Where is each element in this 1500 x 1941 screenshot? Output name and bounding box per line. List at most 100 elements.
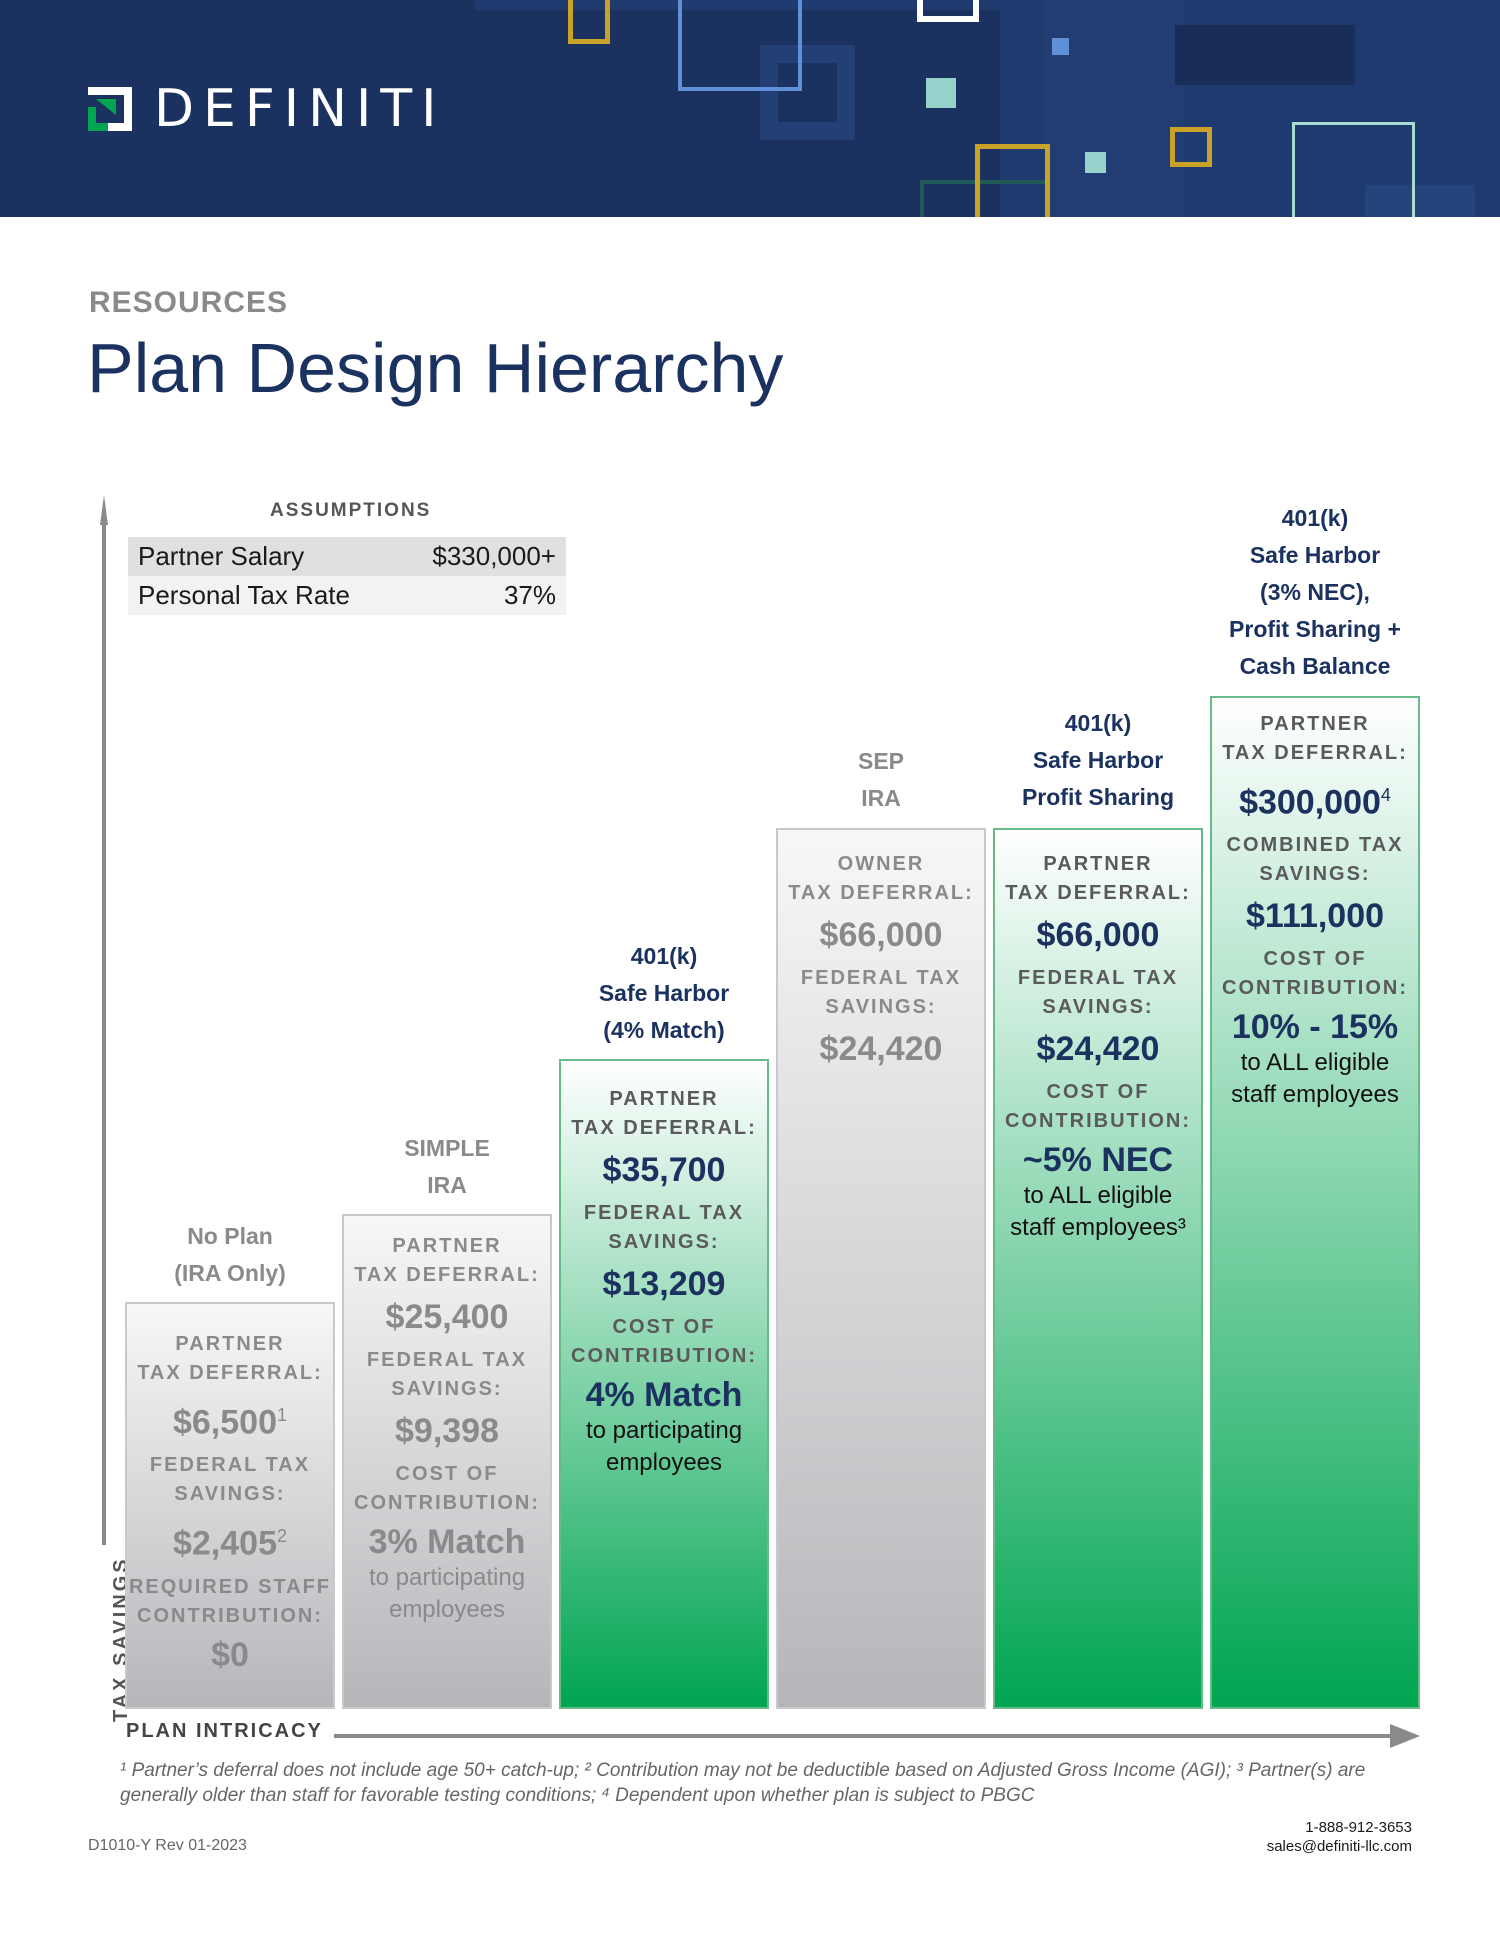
- cost-value: 3% Match: [368, 1523, 526, 1561]
- plan-heading-line: Safe Harbor: [1032, 747, 1164, 773]
- plan-heading-line: 401(k): [1281, 505, 1349, 531]
- plan-heading-line: Profit Sharing +: [1229, 616, 1401, 642]
- plan-heading-line: (3% NEC),: [1260, 579, 1370, 605]
- cost-note: to participating: [585, 1417, 743, 1444]
- plan-heading-line: IRA: [861, 785, 901, 811]
- cost-label: CONTRIBUTION:: [1222, 977, 1408, 1000]
- assumption-row: Partner Salary $330,000+: [128, 537, 566, 576]
- page-title: Plan Design Hierarchy: [87, 329, 784, 407]
- plan-heading-line: (IRA Only): [174, 1260, 286, 1286]
- deferral-value: $300,000: [1239, 783, 1381, 822]
- deferral-amount: $35,700: [561, 1149, 767, 1191]
- plan-heading: 401(k) Safe Harbor Profit Sharing: [993, 705, 1203, 816]
- document-id: D1010-Y Rev 01-2023: [88, 1837, 247, 1854]
- plan-column-content: PARTNER TAX DEFERRAL: $66,000 FEDERAL TAX SA…: [995, 850, 1201, 1244]
- deferral-amount: $66,000: [778, 914, 984, 956]
- contact-info: 1-888-912-3653 sales@definiti-llc.com: [1267, 1818, 1412, 1856]
- decor-dot-teal: [1085, 152, 1106, 173]
- assumptions-table: Partner Salary $330,000+ Personal Tax Ra…: [128, 537, 566, 615]
- savings-label: FEDERAL TAX: [583, 1202, 745, 1224]
- cost-note: staff employees: [1231, 1081, 1399, 1109]
- savings-label: SAVINGS:: [1042, 996, 1154, 1018]
- plan-column-content: PARTNER TAX DEFERRAL: $6,5001 FEDERAL TAX SA…: [127, 1330, 333, 1675]
- plan-heading: 401(k) Safe Harbor (3% NEC), Profit Sharing…: [1210, 500, 1420, 685]
- decor-block: [1045, 0, 1185, 217]
- decor-square-gold: [975, 144, 1050, 217]
- savings-value: $111,000: [1245, 897, 1385, 936]
- cost-label: COST OF: [395, 1463, 499, 1485]
- plan-heading: 401(k) Safe Harbor (4% Match): [559, 938, 769, 1049]
- savings-label: SAVINGS:: [608, 1231, 720, 1253]
- deferral-label: TAX DEFERRAL:: [571, 1117, 757, 1139]
- footnote-marker: 4: [1380, 785, 1391, 805]
- deferral-amount: $300,0004: [1212, 774, 1418, 823]
- deferral-amount: $66,000: [995, 914, 1201, 956]
- plan-heading: No Plan (IRA Only): [125, 1218, 335, 1292]
- plan-heading-line: IRA: [427, 1172, 467, 1198]
- plan-column-content: PARTNER TAX DEFERRAL: $300,0004 COMBINED TA…: [1212, 710, 1418, 1111]
- deferral-label: TAX DEFERRAL:: [1222, 742, 1408, 764]
- savings-label: COMBINED TAX: [1226, 834, 1404, 857]
- cost-note: to ALL eligible: [1240, 1049, 1390, 1077]
- cost-label: CONTRIBUTION:: [354, 1492, 540, 1514]
- plan-column-content: PARTNER TAX DEFERRAL: $25,400 FEDERAL TAX SA…: [344, 1232, 550, 1626]
- savings-value: $13,209: [602, 1265, 726, 1303]
- decor-square: [760, 45, 855, 140]
- plan-heading-line: Cash Balance: [1239, 653, 1391, 679]
- plan-heading-line: Profit Sharing: [1021, 784, 1175, 810]
- deferral-label: PARTNER: [1260, 713, 1370, 735]
- savings-value: $2,405: [172, 1524, 277, 1563]
- cost-label: COST OF: [1263, 948, 1367, 971]
- assumptions-heading: ASSUMPTIONS: [270, 500, 432, 521]
- cost-label: COST OF: [1046, 1081, 1150, 1103]
- decor-square-gold: [1170, 127, 1212, 167]
- footnote-marker: 1: [276, 1405, 287, 1425]
- deferral-value: $66,000: [1036, 916, 1160, 954]
- deferral-label: TAX DEFERRAL:: [354, 1264, 540, 1286]
- decor-dot-blue: [1052, 38, 1069, 55]
- decor-square-white: [917, 0, 979, 22]
- plan-heading-line: (4% Match): [603, 1017, 725, 1043]
- section-eyebrow: RESOURCES: [89, 286, 289, 319]
- savings-label: SAVINGS:: [174, 1483, 286, 1506]
- decor-band: [475, 0, 1015, 10]
- deferral-value: $25,400: [385, 1298, 509, 1336]
- savings-label: SAVINGS:: [825, 996, 937, 1018]
- savings-label: SAVINGS:: [1259, 863, 1371, 886]
- contact-email: sales@definiti-llc.com: [1266, 1838, 1412, 1855]
- cost-label: COST OF: [612, 1316, 716, 1338]
- deferral-value: $6,500: [172, 1403, 277, 1442]
- plan-heading: SEP IRA: [776, 743, 986, 817]
- assumption-label: Personal Tax Rate: [138, 580, 350, 610]
- savings-label: SAVINGS:: [391, 1378, 503, 1400]
- savings-amount: $24,420: [995, 1028, 1201, 1070]
- cost-note: to ALL eligible: [1023, 1182, 1173, 1209]
- plan-heading-line: Safe Harbor: [1249, 542, 1381, 568]
- x-axis-arrow-icon: [334, 1724, 1420, 1748]
- cost-note: employees: [388, 1596, 506, 1623]
- plan-heading-line: No Plan: [187, 1223, 273, 1249]
- deferral-label: PARTNER: [175, 1333, 285, 1355]
- cost-value: 10% - 15%: [1231, 1008, 1399, 1047]
- cost-value: 4% Match: [585, 1376, 743, 1414]
- plan-column: OWNER TAX DEFERRAL: $66,000 FEDERAL TAX SAVI…: [776, 828, 986, 1709]
- savings-amount: $111,000: [1212, 895, 1418, 937]
- plan-column: PARTNER TAX DEFERRAL: $6,5001 FEDERAL TAX SA…: [125, 1302, 335, 1709]
- logo-mark-icon: [88, 87, 132, 131]
- header-banner: DEFINITI: [0, 0, 1500, 217]
- plan-heading-line: SIMPLE: [404, 1135, 490, 1161]
- footnotes: ¹ Partner’s deferral does not include ag…: [120, 1760, 1366, 1806]
- assumption-value: 37%: [503, 580, 556, 610]
- deferral-label: TAX DEFERRAL:: [788, 882, 974, 904]
- plan-column: PARTNER TAX DEFERRAL: $35,700 FEDERAL TAX SA…: [559, 1059, 769, 1709]
- brand-logo: DEFINITI: [88, 83, 445, 135]
- footnote-marker: 2: [276, 1526, 287, 1547]
- plan-column: PARTNER TAX DEFERRAL: $25,400 FEDERAL TAX SA…: [342, 1214, 552, 1709]
- plan-column: PARTNER TAX DEFERRAL: $300,0004 COMBINED TA…: [1210, 696, 1420, 1709]
- cost-note: staff employees³: [1010, 1214, 1186, 1241]
- cost-label: CONTRIBUTION:: [137, 1604, 323, 1627]
- plan-heading-line: 401(k): [630, 943, 698, 969]
- deferral-value: $66,000: [819, 916, 943, 954]
- plan-heading: SIMPLE IRA: [342, 1130, 552, 1204]
- savings-amount: $13,209: [561, 1263, 767, 1305]
